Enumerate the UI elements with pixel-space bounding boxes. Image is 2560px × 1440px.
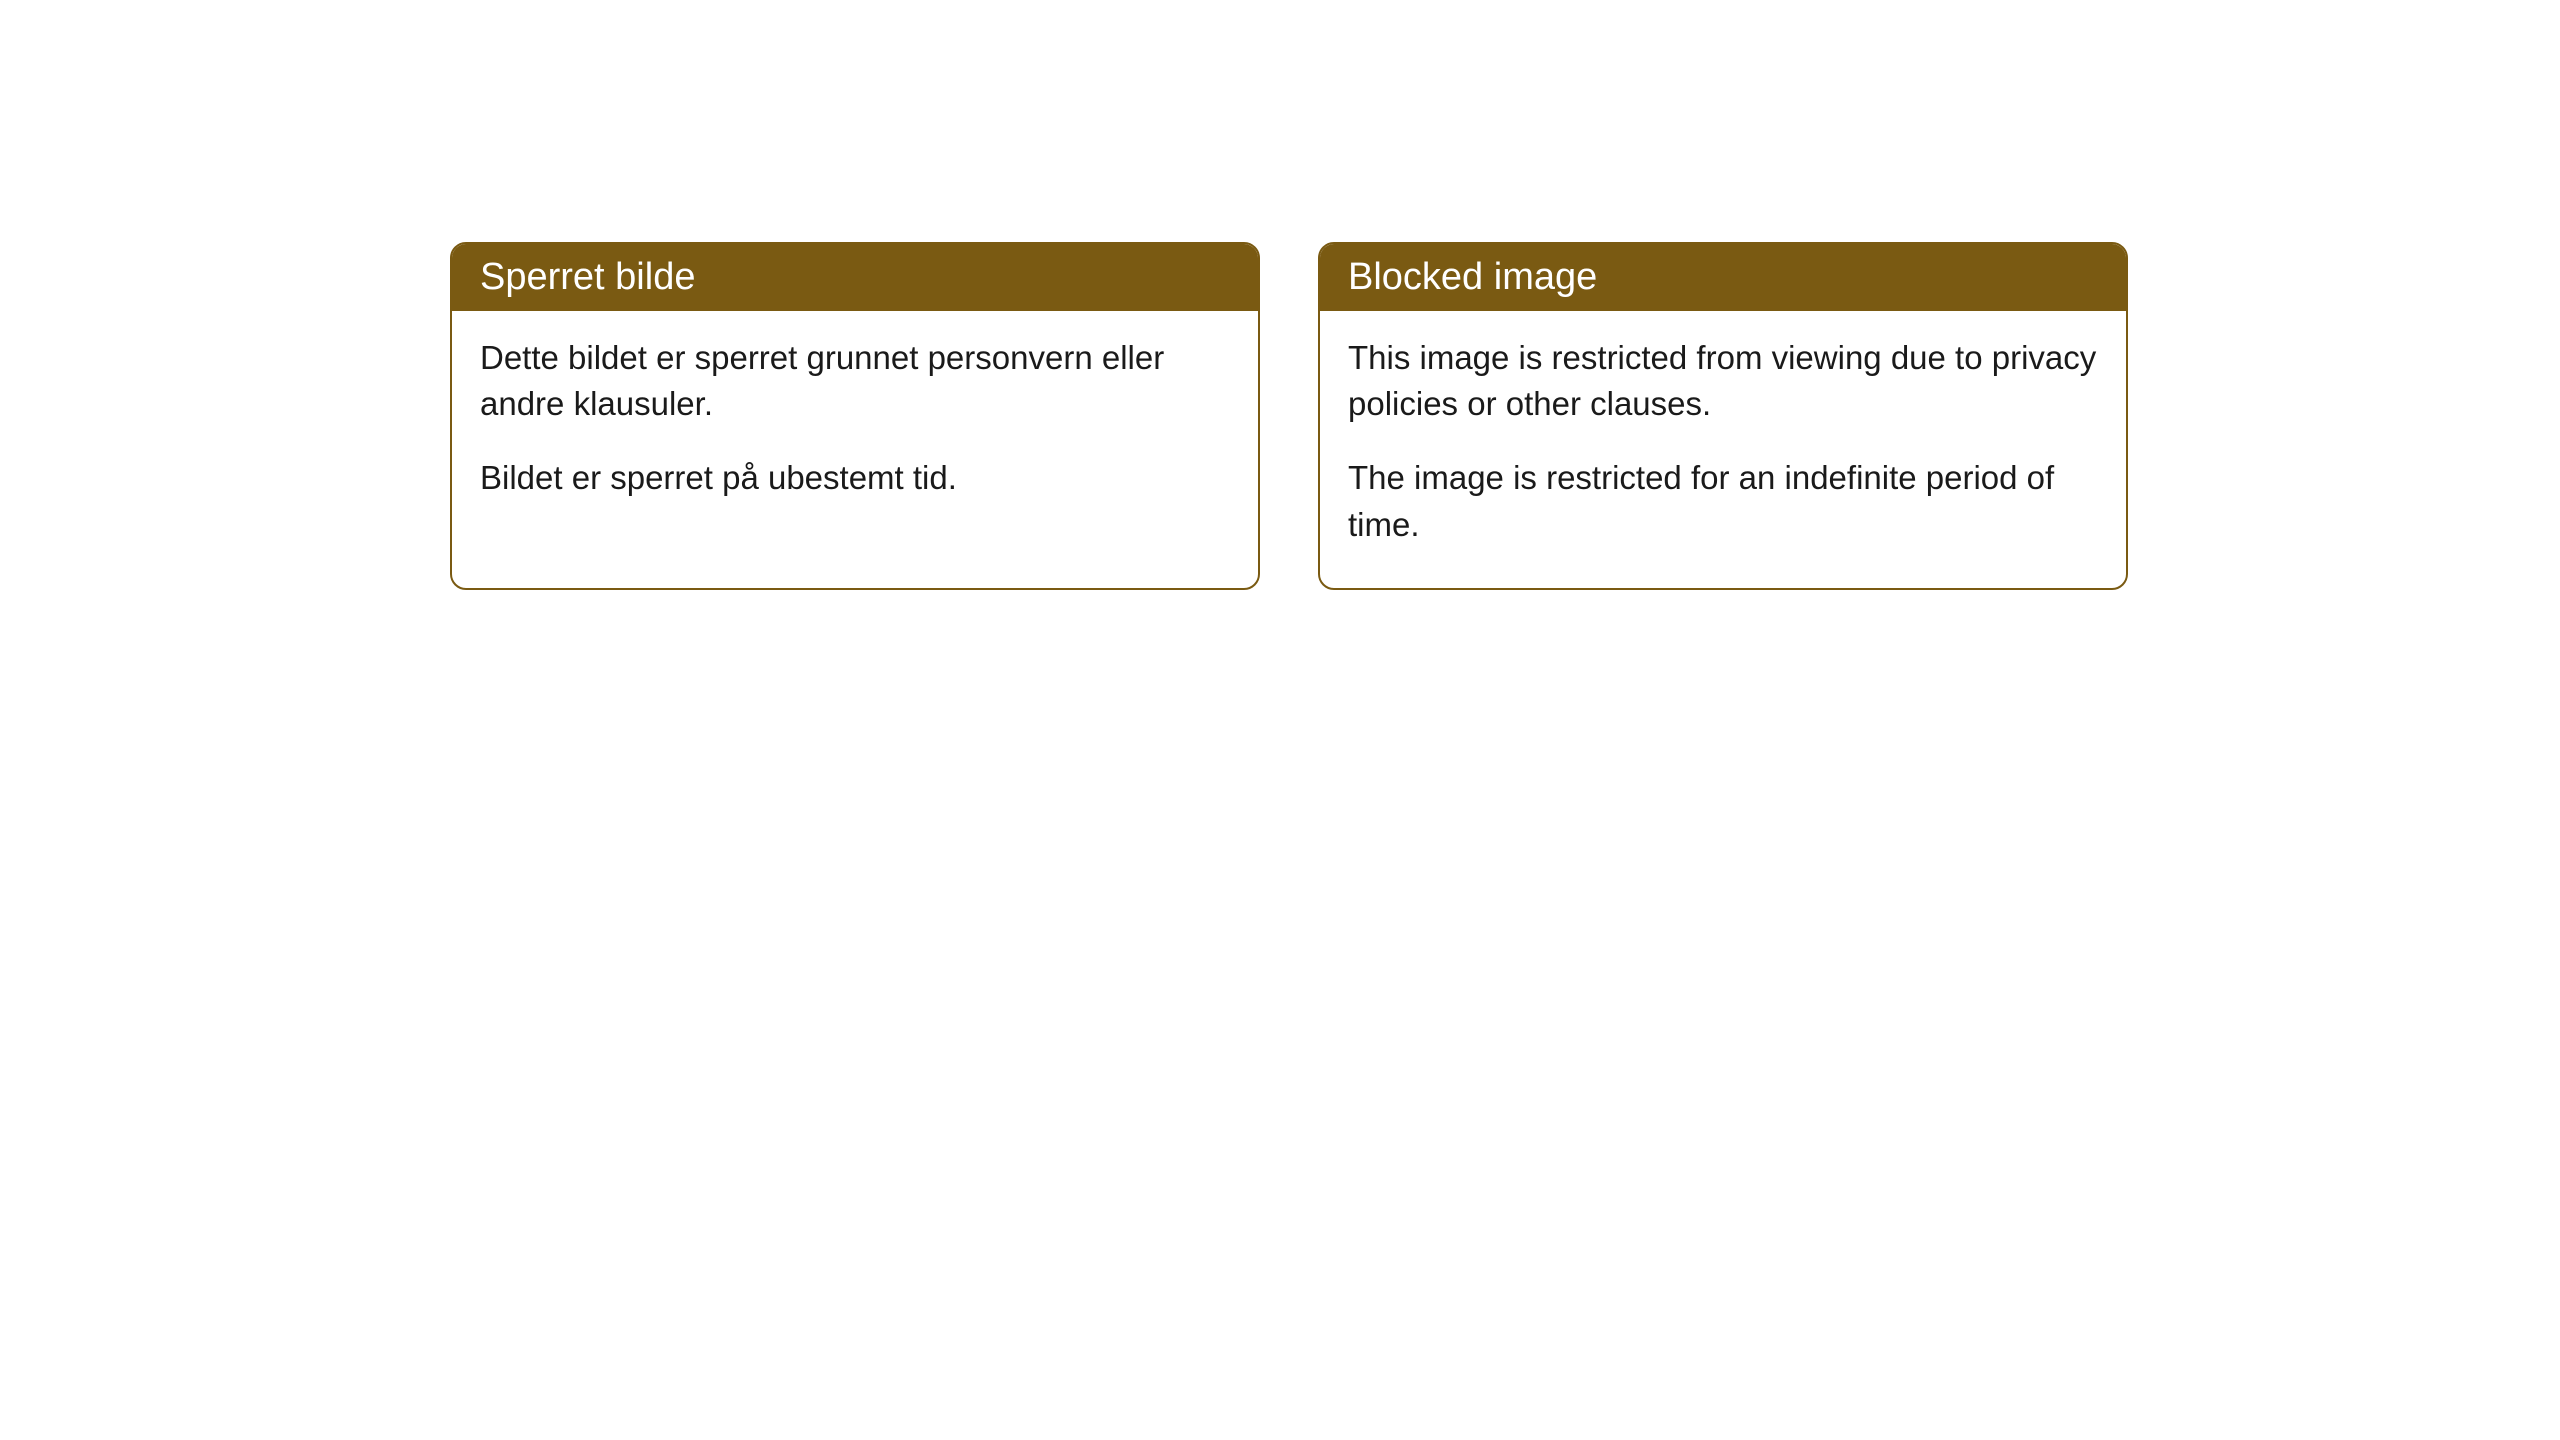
notice-card-english: Blocked image This image is restricted f…	[1318, 242, 2128, 590]
notice-cards-container: Sperret bilde Dette bildet er sperret gr…	[450, 242, 2128, 590]
notice-title: Sperret bilde	[480, 256, 695, 298]
notice-header-english: Blocked image	[1320, 244, 2126, 311]
notice-paragraph: Dette bildet er sperret grunnet personve…	[480, 335, 1230, 427]
notice-title: Blocked image	[1348, 256, 1597, 298]
notice-paragraph: This image is restricted from viewing du…	[1348, 335, 2098, 427]
notice-card-norwegian: Sperret bilde Dette bildet er sperret gr…	[450, 242, 1260, 590]
notice-body-norwegian: Dette bildet er sperret grunnet personve…	[452, 311, 1258, 542]
notice-header-norwegian: Sperret bilde	[452, 244, 1258, 311]
notice-paragraph: Bildet er sperret på ubestemt tid.	[480, 455, 1230, 501]
notice-body-english: This image is restricted from viewing du…	[1320, 311, 2126, 588]
notice-paragraph: The image is restricted for an indefinit…	[1348, 455, 2098, 547]
